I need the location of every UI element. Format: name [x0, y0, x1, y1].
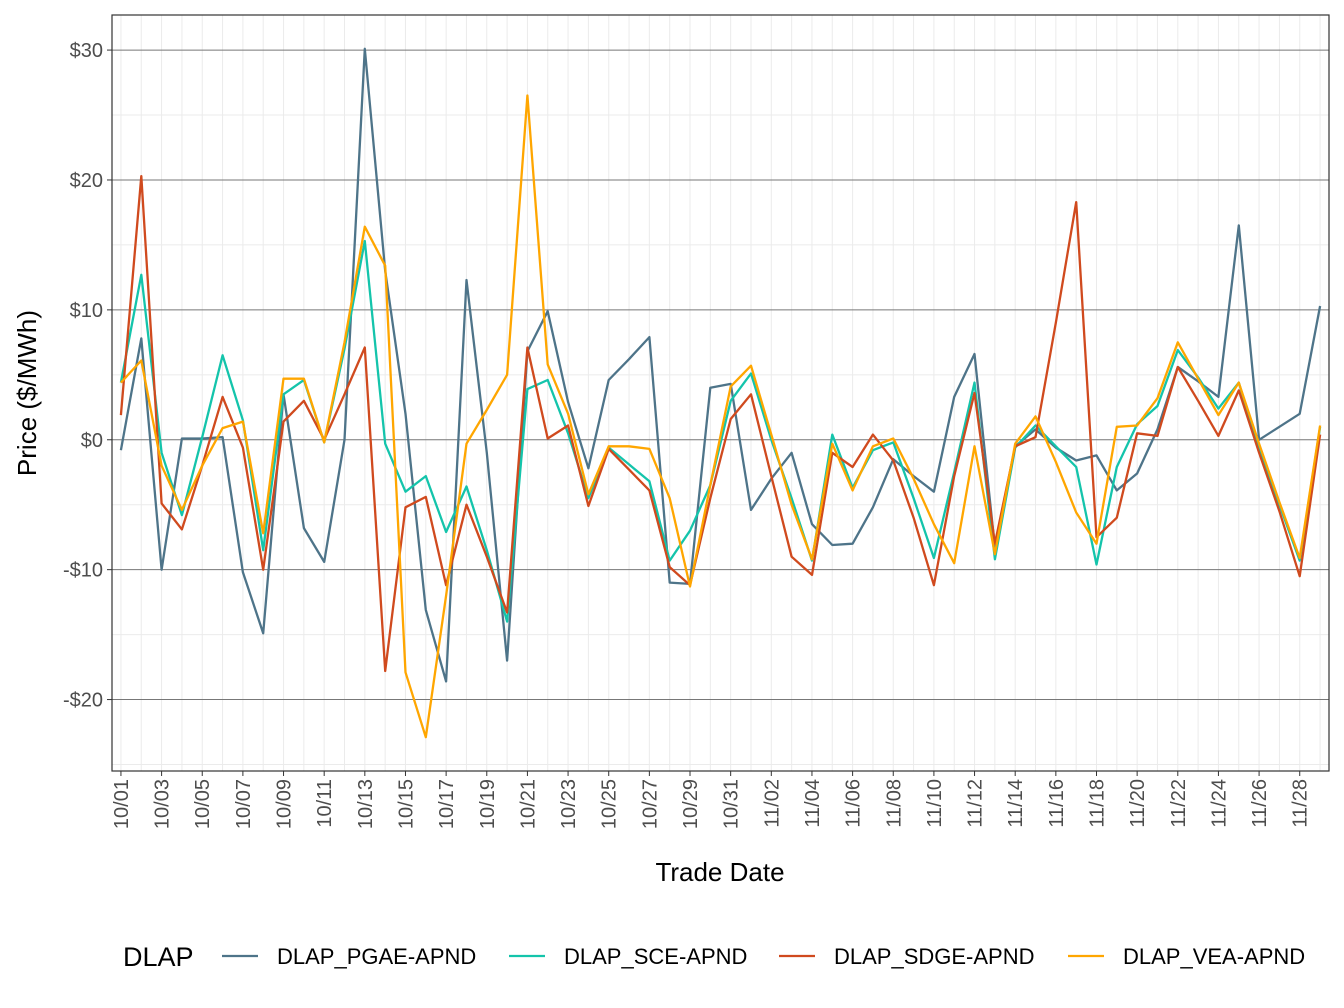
series-lines — [119, 47, 1322, 739]
x-tick-label: 10/11 — [314, 779, 336, 828]
x-tick-label: 11/04 — [802, 779, 824, 828]
x-tick-label: 10/07 — [233, 779, 255, 829]
panel-border — [111, 14, 1330, 772]
x-tick-label: 11/26 — [1249, 779, 1271, 828]
x-axis-title: Trade Date — [655, 857, 784, 887]
x-tick-label: 10/19 — [477, 779, 499, 829]
x-tick-label: 11/22 — [1168, 779, 1190, 828]
x-tick-label: 10/09 — [274, 779, 296, 829]
legend-label: DLAP_PGAE-APND — [277, 944, 476, 969]
x-tick-label: 11/06 — [843, 779, 865, 828]
y-tick-label: $10 — [70, 300, 103, 322]
x-tick-label: 11/12 — [965, 779, 987, 828]
legend-label: DLAP_SCE-APND — [564, 944, 747, 969]
x-tick-label: 11/28 — [1290, 779, 1312, 828]
x-tick-label: 10/13 — [355, 779, 377, 829]
y-axis: -$20 -$10 $0 $10 $20 $30 — [63, 40, 112, 712]
x-tick-label: 10/21 — [517, 779, 539, 829]
x-tick-label: 11/10 — [924, 779, 946, 828]
grid — [112, 15, 1329, 771]
y-tick-label: $0 — [81, 430, 103, 452]
x-tick-label: 10/01 — [111, 779, 133, 829]
y-tick-label: -$20 — [63, 690, 103, 712]
x-tick-label: 11/24 — [1208, 779, 1230, 828]
x-tick-label: 10/25 — [599, 779, 621, 829]
x-tick-label: 10/31 — [721, 779, 743, 829]
y-tick-label: $30 — [70, 40, 103, 62]
legend: DLAP DLAP_PGAE-APND DLAP_SCE-APND DLAP_SDG… — [123, 942, 1305, 972]
x-tick-label: 10/17 — [436, 779, 458, 829]
series-line-dlap-vea-apnd — [120, 94, 1322, 739]
y-tick-label: -$10 — [63, 560, 103, 582]
x-tick-label: 11/16 — [1046, 779, 1068, 828]
y-axis-title: Price ($/MWh) — [12, 310, 42, 476]
legend-title: DLAP — [123, 942, 194, 972]
legend-item: DLAP_SCE-APND — [509, 944, 747, 969]
x-tick-label: 11/02 — [761, 779, 783, 828]
x-tick-label: 10/29 — [680, 779, 702, 829]
x-tick-label: 11/14 — [1005, 779, 1027, 828]
series-line-dlap-sdge-apnd — [119, 174, 1322, 673]
x-axis: 10/01 10/03 10/05 10/07 10/09 10/11 10/13 10/15… — [111, 771, 1312, 829]
legend-label: DLAP_SDGE-APND — [834, 944, 1035, 969]
x-tick-label: 10/23 — [558, 779, 580, 829]
x-tick-label: 11/18 — [1086, 779, 1108, 828]
x-tick-label: 10/03 — [152, 779, 174, 829]
x-tick-label: 10/05 — [192, 779, 214, 829]
x-tick-label: 10/27 — [639, 779, 661, 829]
legend-item: DLAP_VEA-APND — [1068, 944, 1305, 969]
series-line-dlap-pgae-apnd — [119, 47, 1322, 683]
legend-label: DLAP_VEA-APND — [1123, 944, 1305, 969]
x-tick-label: 11/08 — [883, 779, 905, 828]
legend-item: DLAP_SDGE-APND — [779, 944, 1035, 969]
y-tick-label: $20 — [70, 170, 103, 192]
legend-item: DLAP_PGAE-APND — [222, 944, 476, 969]
x-tick-label: 10/15 — [395, 779, 417, 829]
x-tick-label: 11/20 — [1127, 779, 1149, 828]
